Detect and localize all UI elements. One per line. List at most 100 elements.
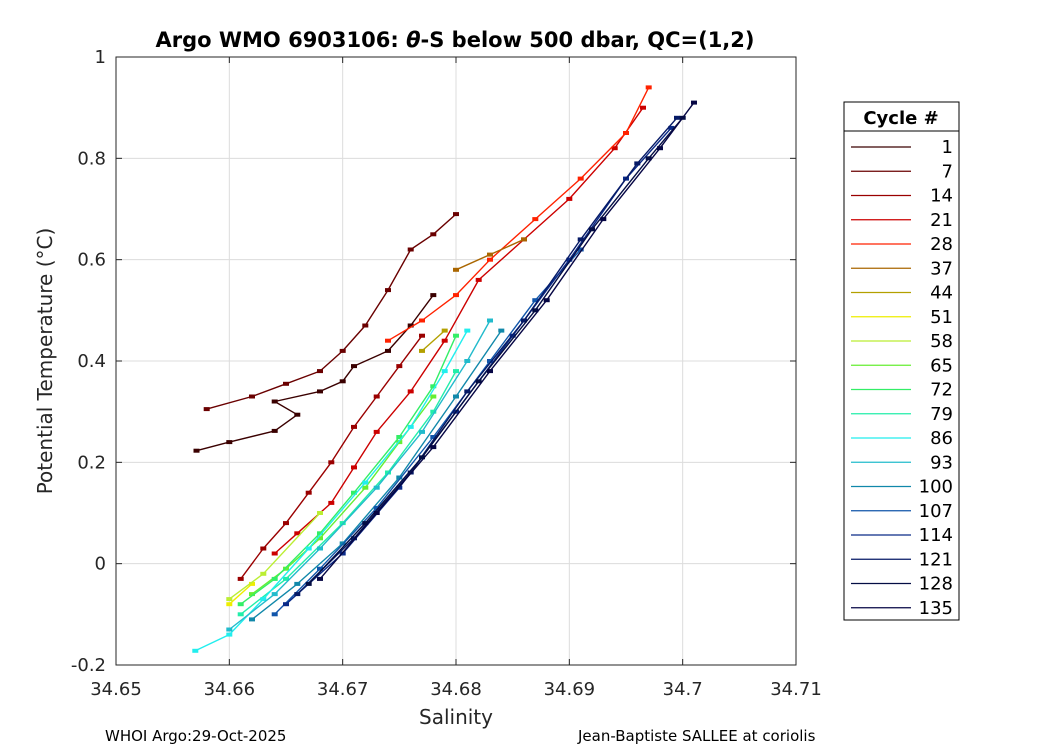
legend-label-28: 28	[930, 234, 953, 255]
legend-label-128: 128	[919, 574, 953, 595]
series-point-cycle-28	[577, 176, 584, 181]
series-point-cycle-86	[362, 480, 369, 485]
series-point-cycle-1	[317, 389, 323, 394]
series-point-cycle-21	[566, 196, 573, 201]
series-layer	[192, 85, 697, 653]
series-point-cycle-37	[487, 252, 493, 257]
legend-label-21: 21	[930, 210, 953, 231]
series-point-cycle-21	[373, 429, 380, 434]
legend-label-51: 51	[930, 307, 953, 328]
series-point-cycle-51	[226, 602, 233, 607]
x-tick-label: 34.68	[430, 679, 482, 700]
series-point-cycle-79	[339, 521, 346, 526]
series-point-cycle-14	[373, 394, 380, 399]
series-point-cycle-86	[407, 424, 414, 429]
series-point-cycle-100	[396, 475, 403, 480]
legend-label-114: 114	[919, 525, 953, 546]
series-point-cycle-100	[453, 394, 459, 399]
series-point-cycle-7	[430, 232, 437, 237]
y-tick-label: -0.2	[71, 655, 106, 676]
series-point-cycle-100	[294, 581, 301, 586]
series-point-cycle-86	[260, 597, 267, 602]
series-point-cycle-79	[430, 409, 437, 414]
series-point-cycle-72	[237, 602, 244, 607]
x-tick-label: 34.71	[770, 679, 822, 700]
series-point-cycle-86	[305, 546, 312, 551]
series-point-cycle-93	[487, 318, 493, 323]
series-point-cycle-14	[396, 364, 403, 369]
series-point-cycle-107	[487, 359, 493, 363]
series-point-cycle-1	[226, 440, 233, 445]
x-tick-label: 34.65	[90, 679, 142, 700]
series-point-cycle-7	[283, 381, 289, 386]
series-point-cycle-7	[362, 323, 369, 328]
x-tick-label: 34.69	[544, 679, 596, 700]
series-point-cycle-7	[317, 369, 323, 374]
series-point-cycle-121	[351, 536, 357, 541]
series-point-cycle-1	[193, 448, 200, 453]
series-point-cycle-114	[283, 602, 289, 607]
series-point-cycle-107	[271, 612, 278, 617]
series-point-cycle-44	[441, 328, 448, 333]
series-point-cycle-135	[317, 576, 323, 581]
series-point-cycle-79	[237, 612, 244, 617]
series-point-cycle-121	[634, 161, 641, 166]
series-point-cycle-1	[385, 348, 391, 353]
series-point-cycle-72	[351, 490, 357, 495]
series-point-cycle-86	[441, 369, 448, 374]
series-point-cycle-107	[430, 435, 437, 439]
series-point-cycle-1	[294, 412, 301, 417]
series-point-cycle-72	[396, 435, 403, 439]
series-point-cycle-21	[407, 389, 414, 394]
series-point-cycle-72	[453, 333, 459, 338]
footer-left: WHOI Argo:29-Oct-2025	[105, 727, 286, 745]
series-point-cycle-93	[226, 627, 233, 632]
legend-label-7: 7	[942, 161, 953, 182]
y-axis-label: Potential Temperature (°C)	[33, 228, 57, 495]
series-point-cycle-7	[453, 212, 459, 217]
grid-lines	[116, 57, 796, 665]
series-point-cycle-79	[283, 576, 289, 581]
chart-title: Argo WMO 6903106: θ-S below 500 dbar, QC…	[155, 28, 754, 52]
series-line-cycle-7	[206, 213, 457, 410]
series-point-cycle-65	[249, 592, 255, 597]
series-point-cycle-135	[600, 217, 607, 222]
series-point-cycle-72	[317, 531, 323, 536]
series-point-cycle-7	[249, 394, 255, 399]
series-point-cycle-121	[464, 389, 471, 394]
series-point-cycle-37	[521, 237, 527, 242]
series-point-cycle-107	[373, 505, 380, 510]
series-point-cycle-100	[249, 617, 255, 622]
series-point-cycle-65	[430, 394, 437, 399]
x-tick-label: 34.67	[317, 679, 369, 700]
series-point-cycle-58	[226, 597, 233, 602]
legend-label-79: 79	[930, 404, 953, 425]
series-point-cycle-121	[577, 237, 584, 242]
legend-label-14: 14	[930, 186, 953, 207]
y-tick-label: 0	[95, 554, 106, 575]
legend: Cycle # 1 7 14 21 28 37 44 51 58 65 72 79 86 93 100 107…	[843, 101, 960, 621]
series-point-cycle-65	[283, 566, 289, 571]
series-point-cycle-14	[351, 424, 357, 429]
series-point-cycle-21	[611, 146, 618, 151]
series-point-cycle-93	[373, 485, 380, 490]
legend-box	[843, 101, 960, 621]
series-point-cycle-93	[317, 546, 323, 551]
x-tick-label: 34.7	[663, 679, 703, 700]
series-point-cycle-1	[339, 379, 346, 384]
series-point-cycle-14	[305, 490, 312, 495]
series-point-cycle-28	[623, 131, 629, 135]
series-point-cycle-58	[317, 511, 323, 515]
series-point-cycle-65	[396, 440, 403, 445]
series-point-cycle-28	[385, 338, 391, 343]
series-point-cycle-21	[441, 338, 448, 343]
series-line-cycle-44	[421, 330, 446, 352]
legend-label-1: 1	[942, 137, 953, 158]
chart-title-suffix: -S below 500 dbar, QC=(1,2)	[421, 28, 755, 52]
series-line-cycle-28	[387, 87, 650, 342]
series-point-cycle-86	[192, 648, 199, 653]
series-line-cycle-79	[240, 370, 457, 615]
series-point-cycle-93	[464, 359, 471, 363]
series-point-cycle-86	[226, 632, 233, 637]
y-tick-label: 1	[95, 47, 106, 68]
